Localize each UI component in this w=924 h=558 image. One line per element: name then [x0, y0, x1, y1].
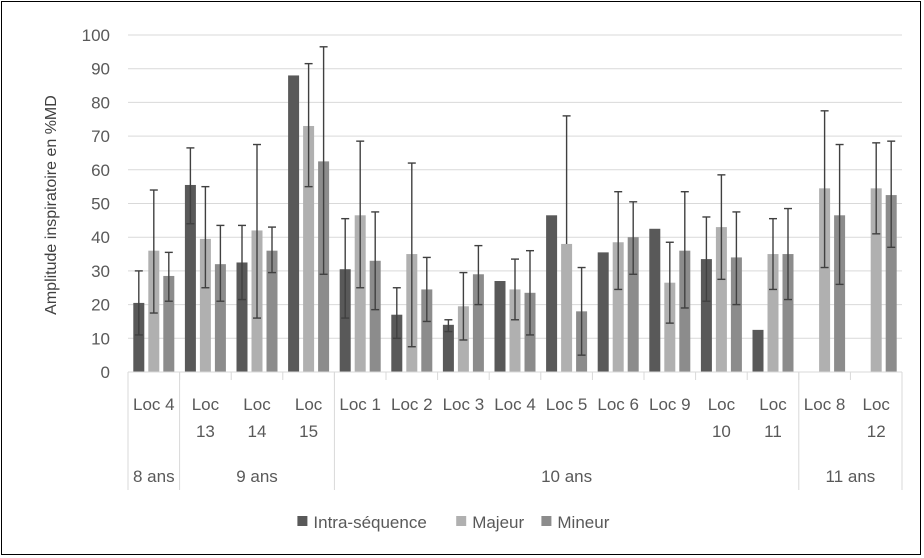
bar	[782, 254, 794, 372]
bar	[369, 260, 381, 372]
bar	[715, 227, 727, 372]
legend-label: Majeur	[472, 513, 524, 532]
y-tick-label: 20	[91, 296, 110, 315]
x-category-label: Loc	[192, 395, 220, 414]
legend-item: Intra-séquence	[297, 513, 427, 532]
bar	[885, 195, 897, 372]
bar	[266, 250, 278, 372]
bar	[649, 228, 661, 372]
x-category-label: 13	[196, 422, 215, 441]
x-category-label: Loc 2	[391, 395, 433, 414]
x-category-label: Loc 5	[546, 395, 588, 414]
bar	[133, 302, 145, 372]
y-tick-label: 100	[82, 26, 110, 45]
bar	[730, 257, 742, 372]
bar	[494, 281, 506, 372]
y-tick-label: 70	[91, 127, 110, 146]
y-tick-label: 40	[91, 228, 110, 247]
legend-swatch	[297, 516, 308, 526]
x-category-label: 12	[867, 422, 886, 441]
x-group-label: 8 ans	[133, 467, 175, 486]
bar	[236, 262, 248, 372]
legend: Intra-séquence Majeur Mineur	[297, 513, 610, 532]
bar	[354, 215, 366, 372]
error-bars	[134, 46, 896, 356]
bar	[612, 242, 624, 372]
bar	[184, 184, 196, 372]
y-tick-label: 90	[91, 60, 110, 79]
bar	[509, 289, 521, 372]
x-axis: Loc 4 Loc 13 Loc 14 Loc 15 Loc 1 Loc 2 Loc 3 Loc 4…	[127, 371, 903, 490]
bar	[870, 188, 882, 372]
x-category-label: 15	[299, 422, 318, 441]
bar	[421, 289, 433, 372]
bar	[819, 188, 831, 372]
legend-item: Mineur	[541, 513, 610, 532]
x-category-label: Loc 4	[133, 395, 175, 414]
bar	[442, 324, 454, 372]
x-group-label: 11 ans	[826, 467, 876, 486]
bar	[700, 259, 712, 372]
y-tick-label: 50	[91, 195, 110, 214]
bar	[472, 274, 484, 372]
x-category-label: Loc	[243, 395, 271, 414]
bars	[133, 75, 897, 373]
legend-swatch	[541, 516, 552, 526]
bar	[767, 254, 779, 372]
x-group-label: 10 ans	[541, 467, 592, 486]
x-group-label: 9 ans	[236, 467, 278, 486]
x-category-label: Loc 3	[443, 395, 485, 414]
x-category-label: 11	[764, 422, 782, 441]
bar	[288, 75, 300, 372]
x-category-label: Loc 6	[597, 395, 639, 414]
x-category-label: Loc 4	[494, 395, 536, 414]
y-tick-labels: 0 10 20 30 40 50 60 70 80 90 100	[82, 26, 110, 382]
x-category-label: Loc	[759, 395, 787, 414]
bar	[391, 314, 403, 372]
bar	[561, 243, 573, 372]
bar	[752, 329, 764, 372]
x-category-label: Loc 1	[339, 395, 381, 414]
bar	[546, 215, 558, 372]
bar	[303, 125, 315, 373]
y-tick-label: 10	[91, 329, 110, 348]
y-axis-label: Amplitude inspiratoire en %MD	[43, 95, 60, 315]
legend-label: Mineur	[557, 513, 609, 532]
y-tick-label: 30	[91, 262, 110, 281]
x-category-label: Loc 9	[649, 395, 691, 414]
legend-swatch	[456, 516, 467, 526]
x-category-label: 10	[712, 422, 731, 441]
bar	[679, 250, 691, 372]
y-tick-label: 80	[91, 93, 110, 112]
bar	[163, 275, 175, 372]
bar	[214, 264, 226, 372]
bar	[627, 237, 639, 372]
y-tick-label: 60	[91, 161, 110, 180]
bar	[339, 269, 351, 372]
x-category-label: 14	[248, 422, 267, 441]
x-category-label: Loc	[708, 395, 736, 414]
bar	[664, 282, 676, 372]
bar	[199, 238, 211, 372]
bar	[834, 215, 846, 372]
legend-label: Intra-séquence	[313, 513, 426, 532]
x-category-label: Loc	[862, 395, 890, 414]
legend-item: Majeur	[456, 513, 525, 532]
x-category-label: Loc	[295, 395, 323, 414]
bar	[597, 252, 609, 372]
y-tick-label: 0	[101, 363, 110, 382]
x-category-label: Loc 8	[804, 395, 846, 414]
